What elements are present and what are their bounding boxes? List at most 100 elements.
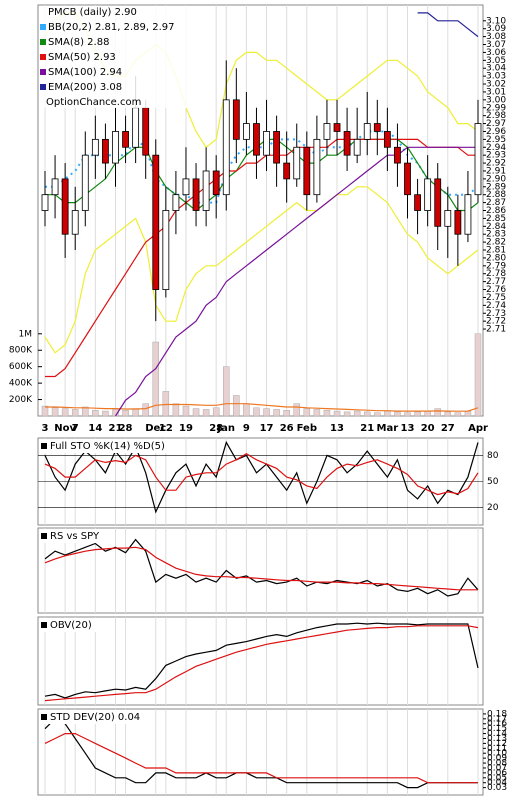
candle-body [232,99,240,140]
candle-body [152,154,160,290]
y-tick-label: 2.93 [486,151,506,161]
candle-body [323,123,331,140]
y-tick-label: 2.79 [486,261,506,271]
candle-body [182,178,190,196]
y-tick-label: 3.02 [486,80,506,90]
candle-body [293,146,301,180]
panel-title-bg [39,439,170,453]
candle-body [394,146,401,164]
x-tick-label: 3 [42,423,49,434]
candle-body [51,178,59,196]
legend-box [39,6,209,108]
indicator-line [44,718,478,789]
candle-body [383,131,391,148]
volume-bar [152,341,160,417]
volume-bar [434,408,441,417]
y-tick-label: 2.87 [486,198,506,208]
legend-swatch [40,69,46,75]
volume-bar [41,405,49,417]
x-tick-label: 17 [260,423,274,434]
y-tick-label: 3.10 [486,16,506,26]
candle-body [41,194,49,211]
x-tick-label: 13 [401,423,415,434]
y-tick-label: 3.04 [486,64,506,74]
legend-swatch [40,84,46,90]
bb-middle [45,130,479,204]
y-tick-label: 0.08 [487,759,507,769]
panel-title-bg [39,710,146,724]
volume-bar [202,409,210,417]
y-tick-label: 2.80 [486,253,506,263]
y-tick-label: 0.16 [487,719,507,729]
legend-label: SMA(100) 2.94 [48,67,122,78]
y-tick-label: 2.86 [486,206,506,216]
y-tick-label: 3.07 [486,40,506,50]
indicator-line [44,452,479,496]
volume-bar [283,409,290,417]
candle-body [112,131,119,164]
volume-bar [223,366,230,417]
volume-bar [394,411,401,417]
volume-bar [61,408,69,417]
volume-bar [323,409,331,417]
x-tick-label: 27 [441,423,455,434]
y-tick-label: 0.04 [487,778,507,788]
x-tick-label: 9 [243,423,250,434]
volume-bar [374,412,381,417]
volume-bar [464,410,472,417]
x-tick-label: 7 [72,423,79,434]
volume-bar [71,409,79,417]
y-tick-label: 2.81 [486,246,506,256]
y-tick-label: 3.09 [486,24,506,34]
x-tick-label: Nov [54,423,76,434]
y-tick-label: 3.00 [486,95,506,105]
volume-tick-label: 400K [9,379,33,389]
indicator-line [44,622,479,699]
candle-body [474,123,482,196]
candle-body [444,210,452,227]
y-tick-label: 3.01 [486,87,506,97]
x-tick-label: Feb [297,423,317,434]
volume-bar [192,408,200,417]
indicator-line [44,546,478,591]
candle-body [81,154,89,211]
y-tick-label: 0.10 [487,749,507,759]
legend-label: SMA(8) 2.88 [48,37,109,48]
volume-bar [404,412,411,417]
candle-body [202,170,210,211]
candle-body [91,138,99,156]
candle-body [313,138,321,196]
y-tick-label: 0.03 [487,783,507,793]
candle-body [333,123,341,132]
y-tick-label: 0.13 [487,734,507,744]
candle-body [464,194,472,235]
volume-tick-label: 800K [9,346,33,356]
volume-bar [102,410,109,417]
y-tick-label: 2.85 [486,214,506,224]
x-tick-label: Jan [216,423,235,434]
x-tick-label: 20 [421,423,435,434]
candle-body [192,178,200,211]
volume-bar [132,408,139,417]
candle-body [373,123,381,132]
y-tick-label: 2.76 [486,285,506,295]
x-tick-label: Mar [377,423,399,434]
x-tick-label: 19 [179,423,193,434]
volume-bar [424,410,431,417]
y-tick-label: 2.92 [486,159,506,169]
candle-body [102,138,109,164]
volume-bar [212,407,220,417]
legend-swatch [41,714,47,720]
x-tick-label: 12 [159,423,173,434]
indicator-line [45,138,478,378]
candle-body [434,178,442,227]
candle-body [253,123,260,156]
candle-body [212,170,220,196]
y-tick-label: 2.71 [486,325,506,335]
x-tick-label: 13 [330,423,344,434]
volume-bar [51,407,59,417]
y-tick-label: 2.78 [486,269,506,279]
legend-swatch [41,622,47,628]
volume-bar [444,411,452,417]
